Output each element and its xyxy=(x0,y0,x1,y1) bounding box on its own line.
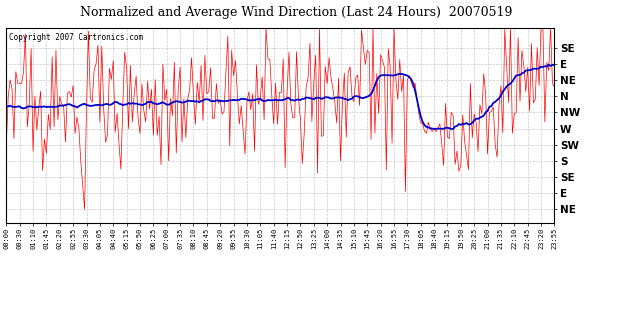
Text: Normalized and Average Wind Direction (Last 24 Hours)  20070519: Normalized and Average Wind Direction (L… xyxy=(80,6,512,19)
Text: Copyright 2007 Cartronics.com: Copyright 2007 Cartronics.com xyxy=(9,33,143,42)
